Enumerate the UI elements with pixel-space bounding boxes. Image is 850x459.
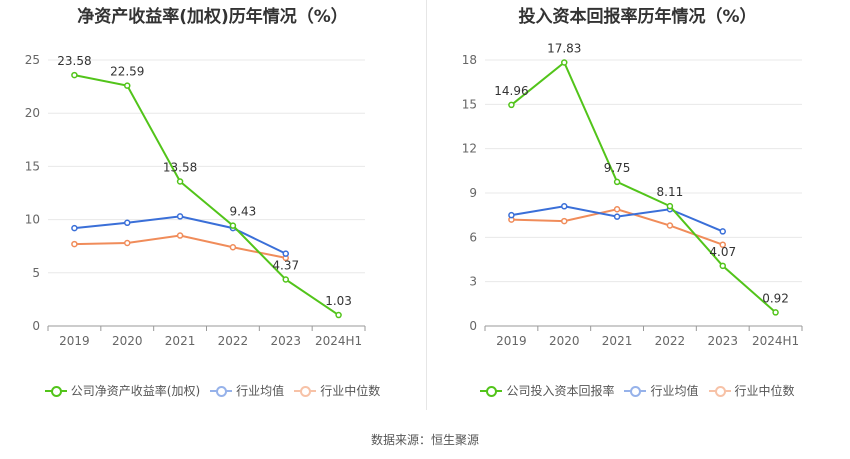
y-tick-label: 5 bbox=[32, 266, 40, 280]
chart-legend: 公司投入资本回报率 行业均值 行业中位数 bbox=[425, 382, 850, 399]
x-tick-label: 2020 bbox=[112, 334, 143, 348]
y-tick-label: 25 bbox=[25, 53, 40, 67]
data-label: 1.03 bbox=[325, 294, 352, 308]
legend-item[interactable]: 公司净资产收益率(加权) bbox=[44, 382, 201, 399]
roic-chart-panel: 投入资本回报率历年情况（%） 0 3 6 9 12 15 18 2019 2020 2021 202… bbox=[425, 0, 850, 459]
data-point bbox=[124, 82, 131, 89]
data-label: 0.92 bbox=[762, 291, 789, 305]
x-tick-label: 2023 bbox=[707, 334, 738, 348]
x-tick-label: 2022 bbox=[655, 334, 686, 348]
y-tick-label: 3 bbox=[469, 275, 477, 289]
data-point bbox=[282, 276, 289, 283]
x-tick-label: 2024H1 bbox=[315, 334, 362, 348]
data-point bbox=[613, 213, 621, 220]
legend-marker-icon bbox=[708, 385, 731, 397]
series-line bbox=[74, 74, 340, 316]
data-label: 9.43 bbox=[230, 205, 257, 219]
data-point bbox=[613, 178, 621, 186]
data-label: 23.58 bbox=[57, 54, 91, 68]
legend-label: 行业均值 bbox=[236, 384, 285, 398]
data-label: 4.37 bbox=[272, 259, 299, 273]
legend-label: 公司投入资本回报率 bbox=[506, 384, 615, 398]
legend-item[interactable]: 公司投入资本回报率 bbox=[480, 382, 614, 399]
y-tick-label: 18 bbox=[462, 53, 477, 67]
legend-item[interactable]: 行业均值 bbox=[210, 382, 284, 399]
data-point bbox=[176, 213, 184, 220]
data-point bbox=[282, 250, 289, 257]
x-tick-label: 2022 bbox=[218, 334, 249, 348]
data-point bbox=[508, 101, 515, 109]
data-point bbox=[561, 203, 568, 210]
roe-chart-panel: 净资产收益率(加权)历年情况（%） 0 5 10 15 20 25 2019 2020 2021… bbox=[0, 7, 425, 399]
series-line bbox=[510, 60, 777, 314]
y-tick-label: 0 bbox=[469, 319, 477, 333]
y-tick-label: 20 bbox=[25, 106, 40, 120]
data-point bbox=[229, 222, 237, 229]
x-tick-label: 2019 bbox=[496, 334, 527, 348]
data-point bbox=[71, 240, 78, 248]
data-point bbox=[71, 71, 78, 79]
chart-title: 净资产收益率(加权)历年情况（%） bbox=[77, 7, 348, 27]
data-label: 9.75 bbox=[604, 161, 631, 175]
data-point bbox=[176, 178, 184, 185]
chart-title: 投入资本回报率历年情况（%） bbox=[518, 7, 757, 27]
data-source-note: 数据来源：恒生聚源 bbox=[370, 433, 479, 447]
legend-label: 行业均值 bbox=[650, 384, 699, 398]
legend-label: 行业中位数 bbox=[734, 384, 795, 398]
data-point bbox=[561, 217, 568, 225]
y-tick-label: 6 bbox=[469, 230, 477, 244]
x-tick-label: 2020 bbox=[549, 334, 580, 348]
y-tick-label: 9 bbox=[469, 186, 477, 200]
data-label: 14.96 bbox=[494, 84, 528, 98]
legend-label: 行业中位数 bbox=[320, 384, 381, 398]
chart-legend: 公司净资产收益率(加权) 行业均值 行业中位数 bbox=[0, 382, 425, 399]
data-point bbox=[666, 222, 674, 229]
data-point bbox=[561, 59, 568, 66]
roic-line-chart: 0 3 6 9 12 15 18 2019 2020 2021 2022 2023 2024H1 14.9… bbox=[462, 42, 803, 348]
legend-label: 公司净资产收益率(加权) bbox=[70, 384, 201, 398]
legend-item[interactable]: 行业均值 bbox=[624, 382, 699, 399]
legend-marker-icon bbox=[294, 385, 317, 397]
data-point bbox=[71, 224, 78, 232]
panel-divider bbox=[426, 0, 427, 410]
data-point bbox=[719, 241, 726, 248]
legend-item[interactable]: 行业中位数 bbox=[708, 382, 795, 399]
y-tick-label: 12 bbox=[462, 142, 477, 156]
legend-item[interactable]: 行业中位数 bbox=[294, 382, 380, 399]
data-point bbox=[124, 219, 131, 227]
x-tick-label: 2024H1 bbox=[752, 334, 799, 348]
x-tick-label: 2021 bbox=[165, 334, 196, 348]
data-point bbox=[229, 244, 237, 251]
data-label: 4.07 bbox=[709, 245, 736, 259]
data-point bbox=[335, 311, 342, 319]
roe-line-chart: 0 5 10 15 20 25 2019 2020 2021 2022 2023 2024H1 23.5… bbox=[25, 53, 366, 348]
data-label: 22.59 bbox=[110, 65, 144, 79]
data-label: 8.11 bbox=[657, 185, 684, 199]
data-label: 17.83 bbox=[547, 42, 581, 56]
legend-marker-icon bbox=[210, 385, 233, 397]
data-point bbox=[772, 309, 779, 316]
data-point bbox=[124, 239, 131, 247]
legend-marker-icon bbox=[624, 385, 647, 397]
data-point bbox=[719, 228, 726, 235]
data-point bbox=[719, 262, 726, 270]
y-tick-label: 15 bbox=[25, 159, 40, 173]
data-point bbox=[666, 202, 674, 210]
y-tick-label: 15 bbox=[462, 97, 477, 111]
y-tick-label: 10 bbox=[25, 213, 40, 227]
data-point bbox=[613, 206, 621, 213]
x-tick-label: 2021 bbox=[602, 334, 633, 348]
legend-marker-icon bbox=[44, 385, 67, 397]
y-tick-label: 0 bbox=[32, 319, 40, 333]
data-point bbox=[508, 211, 515, 219]
x-tick-label: 2023 bbox=[270, 334, 301, 348]
data-point bbox=[176, 232, 184, 239]
x-tick-label: 2019 bbox=[59, 334, 90, 348]
legend-marker-icon bbox=[480, 385, 503, 397]
data-label: 13.58 bbox=[163, 161, 197, 175]
